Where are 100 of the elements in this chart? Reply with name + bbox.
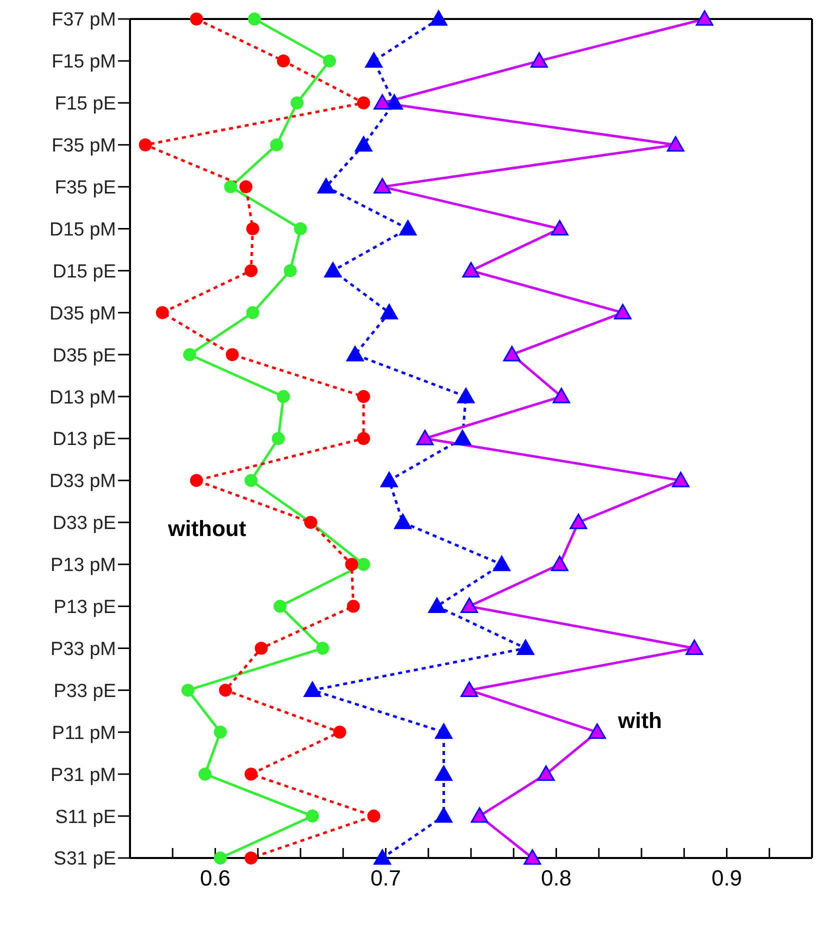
x-tick-label: 0.9 xyxy=(711,866,742,891)
point xyxy=(248,12,261,26)
point xyxy=(244,474,258,487)
point xyxy=(254,642,268,655)
point xyxy=(588,723,606,739)
point xyxy=(530,52,548,68)
point xyxy=(246,306,260,320)
point xyxy=(492,556,510,572)
point xyxy=(198,768,212,781)
point xyxy=(666,136,684,152)
point xyxy=(380,472,398,488)
point xyxy=(190,12,203,26)
point xyxy=(317,178,335,194)
annotation: without xyxy=(168,516,246,542)
point xyxy=(394,514,412,530)
point xyxy=(428,598,446,614)
y-tick-label: F37 pM xyxy=(52,10,116,31)
point xyxy=(524,849,542,865)
y-tick-label: P13 pM xyxy=(50,555,116,576)
point xyxy=(354,136,372,152)
point xyxy=(239,180,252,194)
point xyxy=(460,681,478,697)
point xyxy=(552,388,570,404)
point xyxy=(244,852,258,864)
point xyxy=(346,346,364,362)
y-tick-label: D13 pM xyxy=(49,387,116,408)
point xyxy=(138,138,152,152)
point xyxy=(276,54,290,68)
y-tick-label: P33 pE xyxy=(54,680,116,702)
y-tick-label: P31 pM xyxy=(50,764,116,786)
point xyxy=(503,346,521,362)
point xyxy=(290,96,304,110)
point xyxy=(550,220,568,236)
point xyxy=(183,348,196,362)
point xyxy=(434,765,452,781)
y-tick-label: D13 pE xyxy=(52,429,116,450)
point xyxy=(272,432,285,445)
point xyxy=(570,514,588,530)
point xyxy=(270,138,284,152)
point xyxy=(672,472,690,488)
point xyxy=(470,807,488,823)
point xyxy=(324,262,342,278)
point xyxy=(374,94,392,110)
point xyxy=(434,807,452,823)
y-tick-label: D33 pE xyxy=(52,513,116,534)
y-tick-label: F35 pE xyxy=(54,178,116,199)
y-tick-label: D15 pM xyxy=(49,219,116,240)
point xyxy=(357,432,370,445)
point xyxy=(294,222,307,236)
y-tick-label: P13 pE xyxy=(54,597,116,618)
x-tick-label: 0.6 xyxy=(200,866,231,891)
point xyxy=(276,390,290,404)
point xyxy=(686,640,704,655)
point xyxy=(345,558,358,571)
point xyxy=(460,598,478,614)
point xyxy=(274,600,287,613)
y-tick-label: D33 pM xyxy=(49,471,116,492)
point xyxy=(434,723,452,739)
point xyxy=(365,52,383,68)
y-tick-label: D35 pM xyxy=(49,303,116,324)
y-tick-label: D35 pE xyxy=(52,345,116,366)
y-tick-label: P11 pM xyxy=(52,722,116,744)
point xyxy=(226,348,239,362)
point xyxy=(357,558,370,571)
y-tick-label: F15 pM xyxy=(52,52,116,73)
point xyxy=(190,474,203,487)
x-tick-label: 0.8 xyxy=(540,866,572,891)
point xyxy=(374,849,392,865)
point xyxy=(696,10,714,26)
point xyxy=(333,726,346,739)
x-tick-label: 0.7 xyxy=(370,866,402,891)
point xyxy=(244,264,258,278)
y-tick-label: P33 pM xyxy=(50,638,116,660)
point xyxy=(246,222,260,236)
point xyxy=(614,304,632,320)
point xyxy=(537,765,555,781)
y-tick-label: F15 pE xyxy=(54,94,116,115)
point xyxy=(462,262,480,278)
point xyxy=(306,810,319,823)
point xyxy=(430,10,448,26)
y-tick-label: S31 pE xyxy=(54,848,116,870)
point xyxy=(357,390,370,404)
point xyxy=(218,684,232,697)
point xyxy=(454,430,472,446)
point xyxy=(214,852,227,864)
point xyxy=(380,304,398,320)
y-tick-label: F35 pM xyxy=(52,136,116,157)
point xyxy=(224,180,238,194)
point xyxy=(416,430,434,446)
point xyxy=(181,684,194,697)
point xyxy=(374,178,392,194)
point xyxy=(214,726,227,739)
annotation: with xyxy=(618,708,662,734)
point xyxy=(304,681,322,697)
point xyxy=(156,306,169,320)
point xyxy=(457,388,475,404)
point xyxy=(516,640,534,655)
point xyxy=(284,264,297,278)
point xyxy=(244,768,258,781)
y-tick-label: S11 pE xyxy=(55,806,116,828)
